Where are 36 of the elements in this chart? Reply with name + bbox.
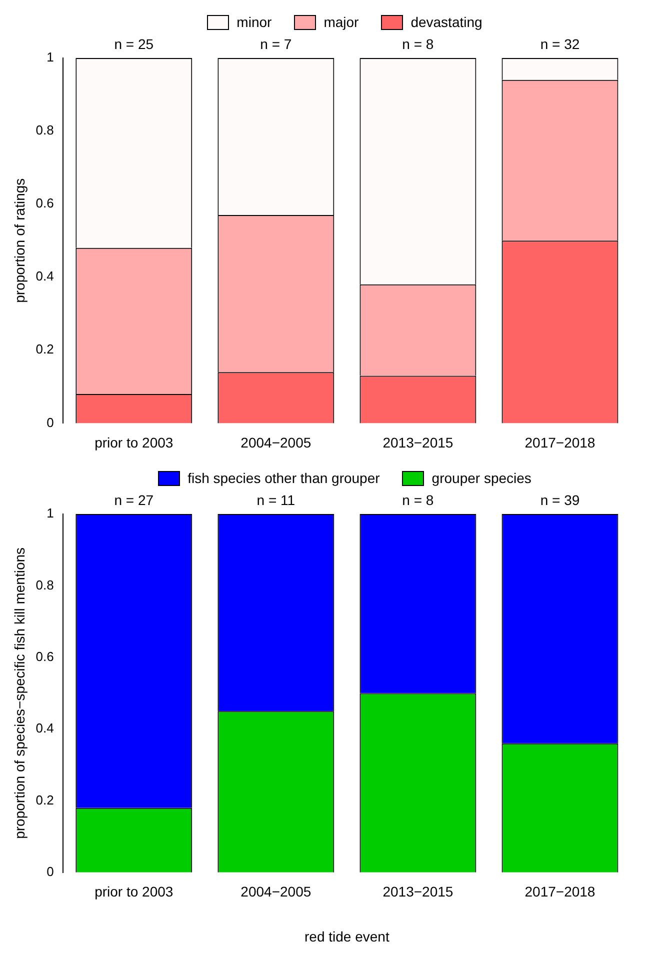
y-tick-label: 1 bbox=[46, 50, 54, 65]
y-tick-label: 0 bbox=[46, 414, 54, 430]
x-tick-label: prior to 2003 bbox=[94, 434, 174, 450]
annotation: n = 8 bbox=[402, 36, 434, 52]
y-tick-label: 0 bbox=[46, 864, 54, 879]
y-axis-title: proportion of species−specific fish kill mentions bbox=[11, 547, 28, 839]
text: fish species other than grouper bbox=[188, 470, 380, 486]
y-tick-label: 0.6 bbox=[36, 648, 54, 664]
y-tick-label: 0.6 bbox=[36, 196, 54, 211]
y-tick-label: 0.8 bbox=[36, 122, 54, 138]
y-tick-label: 0.4 bbox=[36, 268, 54, 284]
y-tick-label: 1 bbox=[46, 506, 54, 521]
y-tick-label: 0.2 bbox=[36, 792, 54, 808]
x-tick-label: 2004−2005 bbox=[240, 434, 312, 450]
legend-label: grouper species bbox=[432, 470, 532, 486]
annotation: n = 7 bbox=[260, 36, 292, 52]
annotation: n = 32 bbox=[540, 36, 580, 52]
y-axis-title: proportion of ratings bbox=[11, 178, 28, 303]
x-tick-label: 2013−2015 bbox=[382, 434, 454, 450]
annotation: n = 27 bbox=[114, 492, 154, 508]
annotation: n = 8 bbox=[402, 492, 434, 508]
x-axis-title: red tide event bbox=[304, 928, 390, 944]
legend-label: major bbox=[324, 14, 359, 30]
annotation: n = 25 bbox=[114, 36, 154, 52]
x-tick-label: 2004−2005 bbox=[240, 884, 312, 900]
legend-label: devastating bbox=[410, 14, 482, 30]
x-tick-label: 2017−2018 bbox=[524, 434, 596, 450]
annotation: n = 39 bbox=[540, 492, 580, 508]
x-tick-label: 2013−2015 bbox=[382, 884, 454, 900]
y-tick-label: 0.2 bbox=[36, 342, 54, 357]
annotation: n = 11 bbox=[256, 492, 296, 508]
y-tick-label: 0.4 bbox=[36, 720, 54, 736]
text: minor bbox=[236, 14, 272, 30]
x-tick-label: prior to 2003 bbox=[94, 884, 174, 900]
y-tick-label: 0.8 bbox=[36, 577, 54, 592]
x-tick-label: 2017−2018 bbox=[524, 884, 596, 900]
